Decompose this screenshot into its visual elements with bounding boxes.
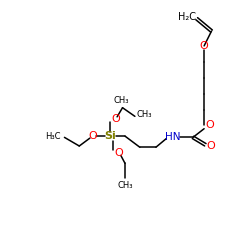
Text: HN: HN [166,132,181,142]
Text: O: O [206,141,215,151]
Text: H₃C: H₃C [45,132,60,140]
Text: O: O [111,114,120,124]
Text: O: O [88,131,97,141]
Text: CH₃: CH₃ [136,110,152,119]
Text: H₂C: H₂C [178,12,196,22]
Text: Si: Si [104,131,116,141]
Text: O: O [114,148,123,158]
Text: O: O [200,41,208,51]
Text: CH₃: CH₃ [114,96,129,105]
Text: O: O [205,120,214,130]
Text: CH₃: CH₃ [117,180,133,190]
